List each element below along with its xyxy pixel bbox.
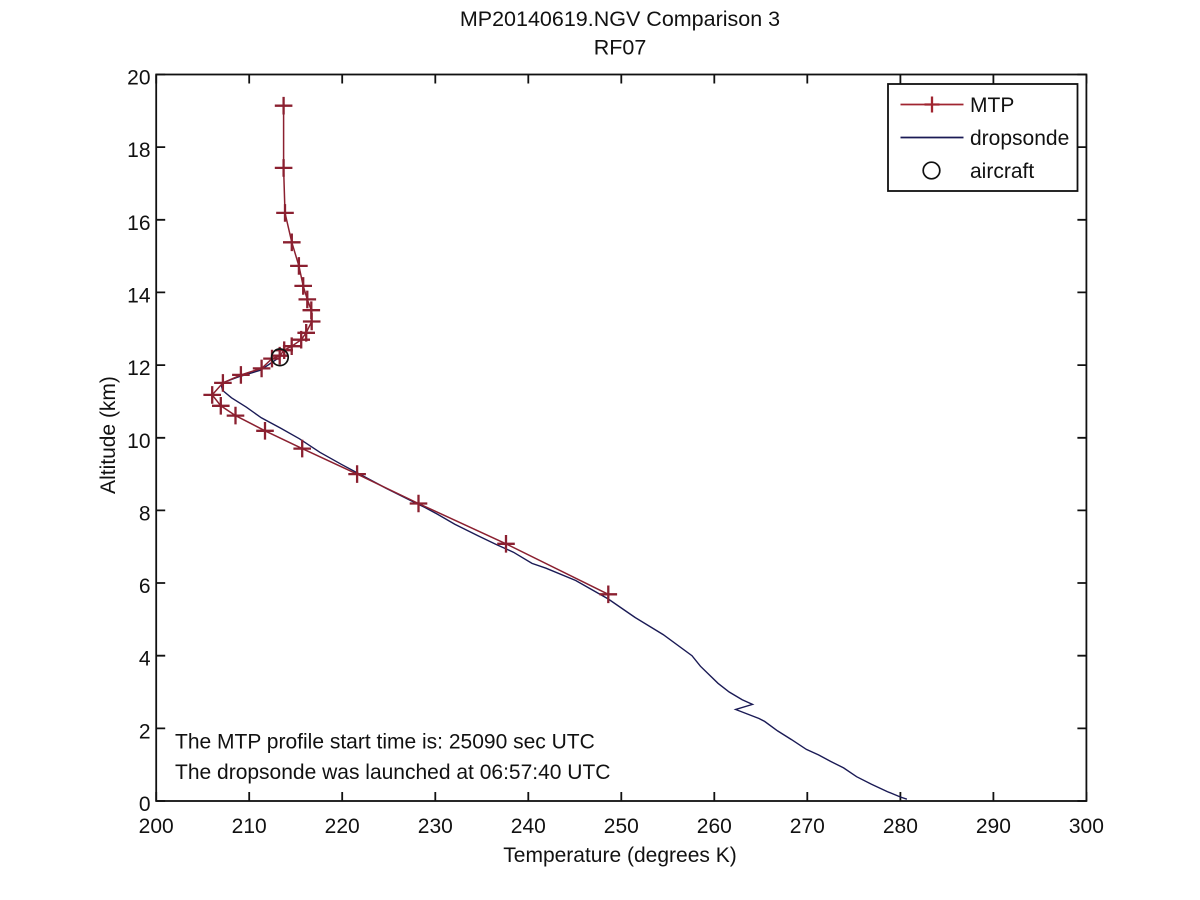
- svg-text:260: 260: [697, 815, 732, 838]
- svg-text:14: 14: [127, 284, 151, 307]
- svg-text:20: 20: [127, 67, 150, 90]
- svg-text:8: 8: [139, 502, 151, 525]
- svg-text:The dropsonde was launched at: The dropsonde was launched at 06:57:40 U…: [175, 761, 610, 784]
- svg-text:aircraft: aircraft: [970, 160, 1034, 183]
- svg-text:Temperature (degrees K): Temperature (degrees K): [503, 844, 736, 867]
- svg-text:210: 210: [232, 815, 267, 838]
- svg-text:200: 200: [139, 815, 174, 838]
- svg-text:0: 0: [139, 793, 151, 816]
- svg-text:230: 230: [418, 815, 453, 838]
- svg-text:290: 290: [976, 815, 1011, 838]
- svg-text:18: 18: [127, 139, 150, 162]
- svg-text:2: 2: [139, 720, 151, 743]
- svg-text:280: 280: [883, 815, 918, 838]
- svg-text:Altitude (km): Altitude (km): [97, 376, 120, 494]
- svg-text:4: 4: [139, 648, 151, 671]
- svg-text:250: 250: [604, 815, 639, 838]
- svg-text:MTP: MTP: [970, 94, 1014, 117]
- svg-text:The MTP profile start time is:: The MTP profile start time is: 25090 sec…: [175, 731, 595, 754]
- svg-text:RF07: RF07: [594, 36, 647, 60]
- svg-text:MP20140619.NGV Comparison 3: MP20140619.NGV Comparison 3: [460, 7, 780, 31]
- svg-text:270: 270: [790, 815, 825, 838]
- svg-text:10: 10: [127, 430, 150, 453]
- svg-text:300: 300: [1069, 815, 1104, 838]
- svg-text:12: 12: [127, 357, 150, 380]
- svg-text:220: 220: [325, 815, 360, 838]
- svg-text:16: 16: [127, 212, 150, 235]
- svg-text:240: 240: [511, 815, 546, 838]
- svg-text:dropsonde: dropsonde: [970, 127, 1069, 150]
- svg-text:6: 6: [139, 575, 151, 598]
